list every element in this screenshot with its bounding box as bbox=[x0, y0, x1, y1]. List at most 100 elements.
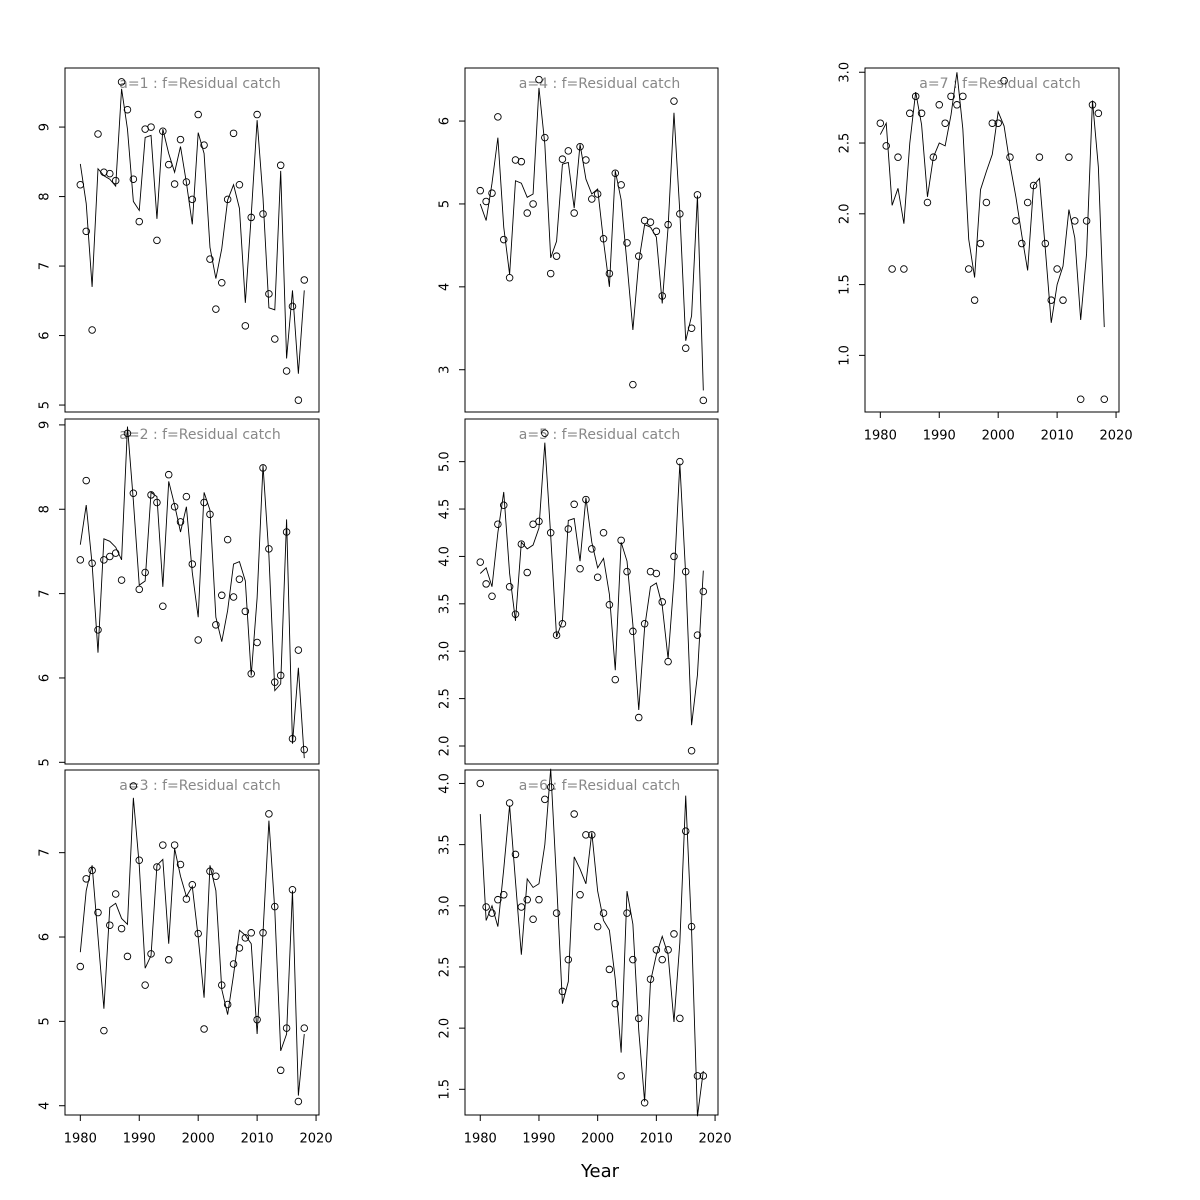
data-point bbox=[1035, 153, 1044, 161]
data-point bbox=[541, 133, 549, 142]
data-point bbox=[212, 305, 220, 313]
data-point bbox=[229, 129, 238, 138]
data-point bbox=[82, 875, 90, 883]
data-point bbox=[235, 575, 244, 584]
data-point bbox=[570, 209, 578, 217]
x-tick-label: 1980 bbox=[464, 1132, 497, 1147]
data-point bbox=[964, 265, 973, 273]
data-point bbox=[535, 75, 543, 84]
y-tick-label: 6 bbox=[38, 674, 53, 682]
data-point bbox=[1012, 217, 1020, 225]
data-point bbox=[505, 273, 514, 282]
x-axis-label: Year bbox=[580, 1161, 620, 1182]
data-point bbox=[235, 944, 244, 952]
panel-title: a=5 : f=Residual catch bbox=[519, 427, 680, 443]
y-tick-label: 4.5 bbox=[438, 499, 453, 520]
data-point bbox=[271, 335, 279, 343]
data-point bbox=[499, 235, 508, 244]
panel-frame bbox=[464, 67, 719, 413]
data-point bbox=[482, 903, 490, 911]
data-point bbox=[253, 110, 261, 119]
panel: a=5 : f=Residual catch 2.0 2.5 3.0 3.5 4.0 4.5… bbox=[438, 418, 719, 765]
data-point bbox=[88, 326, 96, 334]
data-point bbox=[699, 587, 708, 596]
data-point bbox=[681, 827, 690, 835]
data-point bbox=[141, 981, 149, 989]
data-point bbox=[693, 1072, 702, 1080]
panel-title: a=1 : f=Residual catch bbox=[119, 76, 280, 92]
y-tick-label: 2.0 bbox=[438, 1018, 453, 1039]
data-point bbox=[652, 569, 661, 578]
data-point bbox=[1053, 265, 1061, 273]
fitted-line bbox=[79, 426, 305, 759]
data-point bbox=[188, 195, 197, 204]
data-point bbox=[582, 495, 590, 504]
data-point bbox=[917, 109, 926, 118]
data-point bbox=[1071, 217, 1079, 225]
data-point bbox=[593, 922, 602, 931]
data-point bbox=[699, 396, 708, 405]
x-tick-label: 1990 bbox=[522, 1132, 555, 1147]
data-point bbox=[976, 239, 985, 248]
y-tick-label: 2.0 bbox=[438, 736, 453, 757]
data-point bbox=[576, 891, 584, 899]
x-tick-label: 2020 bbox=[1100, 429, 1133, 444]
data-point bbox=[988, 119, 997, 127]
data-point bbox=[588, 195, 596, 203]
data-point bbox=[1023, 198, 1032, 207]
data-point bbox=[494, 895, 502, 904]
panel: a=6 : f=Residual catch 1.5 2.0 2.5 3.0 3.5 4.0… bbox=[438, 768, 732, 1147]
y-tick-label: 6 bbox=[438, 117, 453, 125]
data-point bbox=[1082, 217, 1091, 225]
data-point bbox=[294, 646, 303, 654]
y-tick-label: 8 bbox=[38, 505, 53, 513]
data-point bbox=[646, 218, 655, 226]
data-point bbox=[517, 903, 526, 911]
y-tick-label: 1.5 bbox=[838, 274, 853, 295]
data-point bbox=[629, 380, 637, 389]
data-point bbox=[605, 965, 614, 974]
data-point bbox=[176, 518, 185, 526]
data-point bbox=[229, 960, 238, 968]
data-point bbox=[888, 265, 896, 273]
data-point bbox=[935, 101, 944, 109]
data-point bbox=[129, 175, 138, 183]
x-tick-label: 1980 bbox=[864, 429, 897, 444]
y-tick-label: 5 bbox=[38, 401, 53, 409]
fitted-line bbox=[879, 72, 1105, 328]
x-tick-label: 2010 bbox=[640, 1132, 673, 1147]
y-tick-label: 5 bbox=[438, 200, 453, 208]
data-point bbox=[894, 153, 902, 161]
data-point bbox=[1059, 296, 1067, 304]
data-point bbox=[123, 105, 132, 114]
y-tick-label: 8 bbox=[38, 192, 53, 200]
data-point bbox=[552, 909, 561, 917]
data-point bbox=[570, 810, 578, 818]
data-point bbox=[505, 583, 514, 591]
y-tick-label: 2.5 bbox=[838, 133, 853, 154]
data-point bbox=[482, 580, 490, 588]
panel-frame bbox=[64, 769, 320, 1116]
data-point bbox=[117, 576, 126, 584]
y-tick-label: 2.5 bbox=[438, 688, 453, 709]
data-point bbox=[876, 119, 885, 127]
fitted-line bbox=[79, 88, 305, 374]
data-point bbox=[106, 169, 114, 178]
data-point bbox=[541, 429, 549, 437]
data-point bbox=[253, 638, 261, 647]
data-point bbox=[1006, 153, 1014, 161]
data-point bbox=[265, 810, 273, 818]
data-point bbox=[223, 1000, 232, 1009]
data-point bbox=[929, 153, 938, 161]
panel: a=4 : f=Residual catch 3 4 5 6 bbox=[438, 67, 719, 413]
data-point bbox=[135, 585, 144, 594]
y-tick-label: 3 bbox=[438, 366, 453, 374]
data-point bbox=[106, 921, 114, 929]
fitted-line bbox=[479, 442, 704, 726]
y-tick-label: 3.0 bbox=[438, 641, 453, 662]
x-tick-label: 1980 bbox=[64, 1132, 97, 1147]
x-tick-label: 2020 bbox=[300, 1132, 333, 1147]
y-tick-label: 1.0 bbox=[838, 345, 853, 366]
y-tick-label: 3.0 bbox=[838, 62, 853, 83]
data-point bbox=[476, 186, 485, 195]
